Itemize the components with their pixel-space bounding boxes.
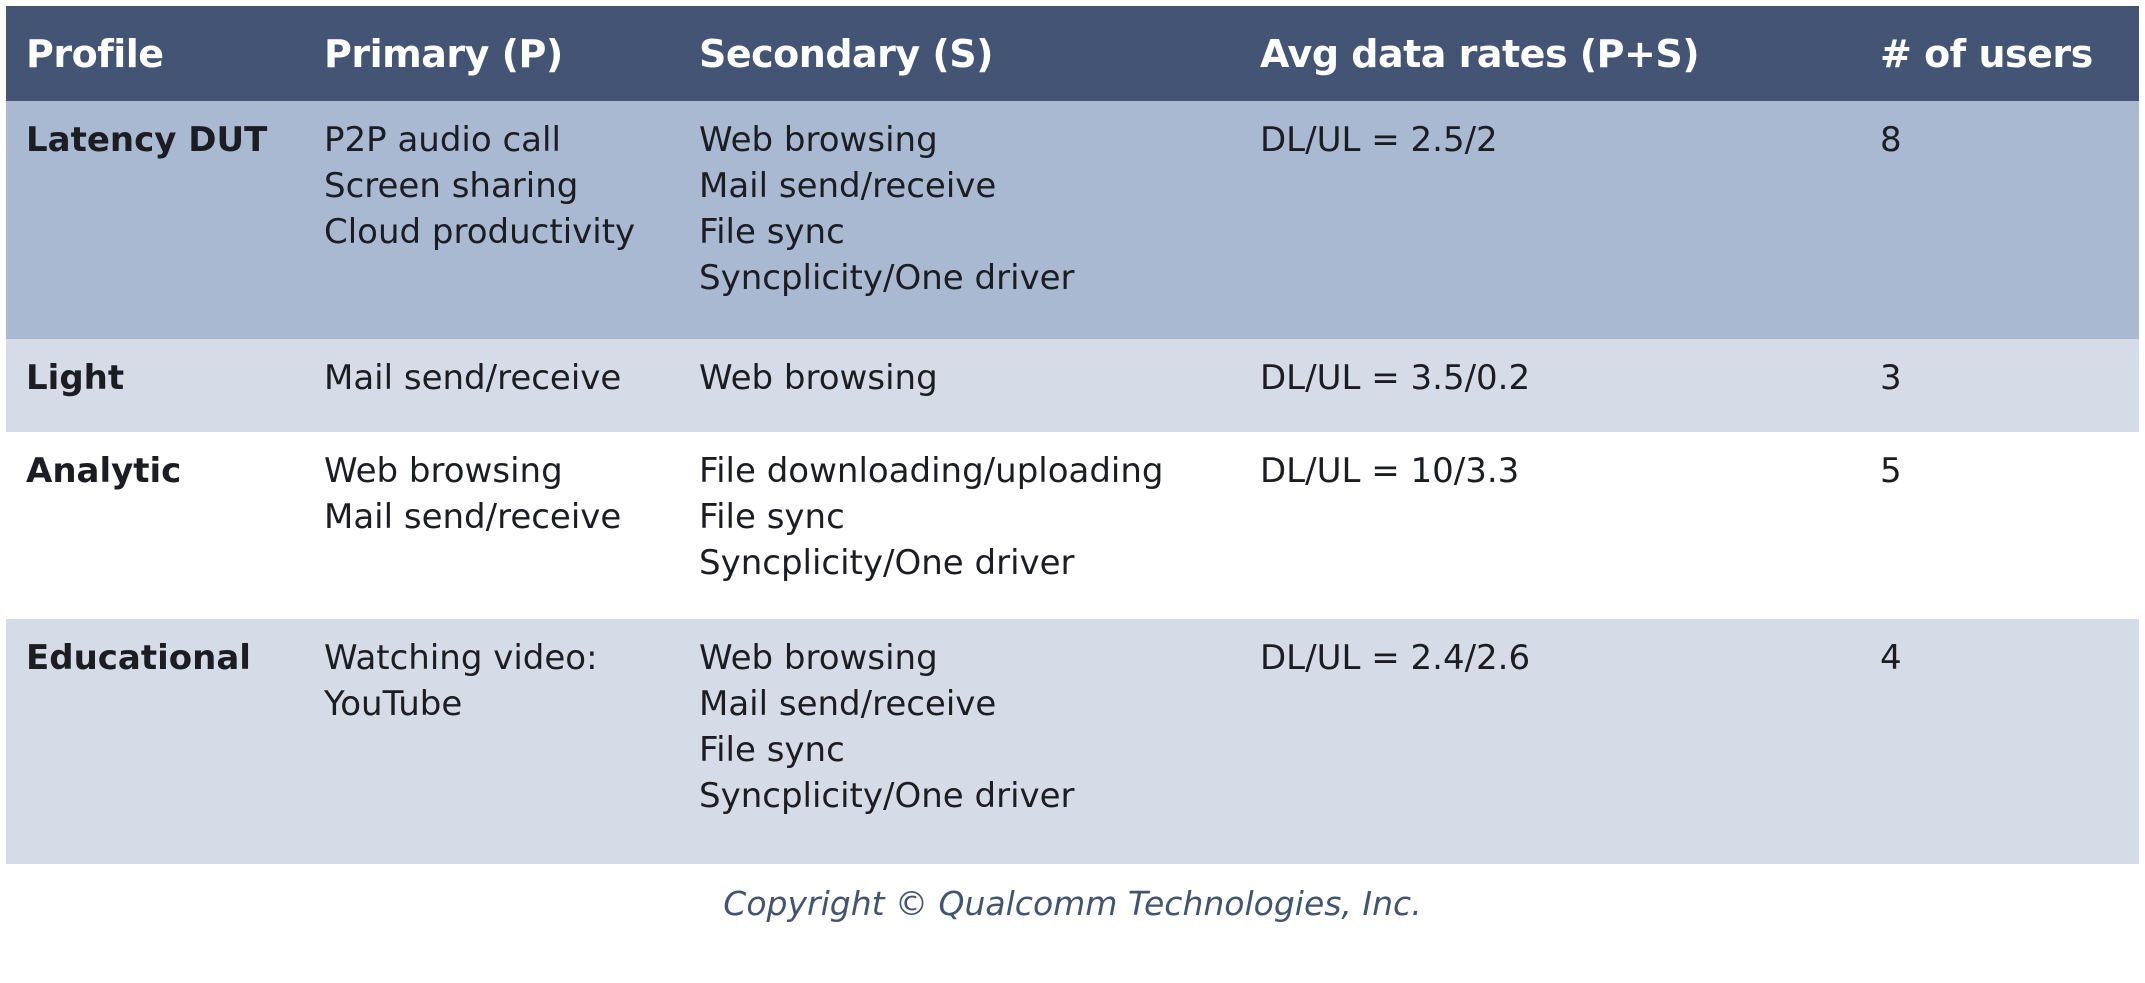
users-count-cell: 4 <box>1880 638 1902 678</box>
primary-item: Web browsing <box>324 451 563 491</box>
primary-item: Mail send/receive <box>324 497 622 537</box>
secondary-item: Mail send/receive <box>699 684 997 724</box>
profile-cell: Analytic <box>26 451 182 491</box>
primary-item: P2P audio call <box>324 120 561 160</box>
secondary-item: Web browsing <box>699 638 938 678</box>
secondary-item: Syncplicity/One driver <box>699 543 1075 583</box>
profile-cell: Educational <box>26 638 251 678</box>
avg-data-rate-cell: DL/UL = 3.5/0.2 <box>1260 358 1531 398</box>
table-row: Latency DUT P2P audio call Screen sharing C… <box>6 101 2139 339</box>
header-avg-data-rates: Avg data rates (P+S) <box>1260 31 1700 76</box>
users-count-cell: 5 <box>1880 451 1902 491</box>
header-profile: Profile <box>26 31 164 76</box>
primary-item: Mail send/receive <box>324 358 622 398</box>
profile-cell: Light <box>26 358 125 398</box>
secondary-item: File sync <box>699 497 845 537</box>
user-profiles-table: Profile Primary (P) Secondary (S) Avg da… <box>6 6 2139 864</box>
table-row: Educational Watching video: YouTube Web bro… <box>6 619 2139 864</box>
table-header-row: Profile Primary (P) Secondary (S) Avg da… <box>6 6 2139 101</box>
table-row: Light Mail send/receive Web browsing DL/UL … <box>6 339 2139 432</box>
profiles-table-container: Profile Primary (P) Secondary (S) Avg da… <box>6 6 2139 864</box>
primary-cell: Mail send/receive <box>304 339 679 432</box>
primary-cell: P2P audio call Screen sharing Cloud produc… <box>304 101 679 339</box>
secondary-item: Web browsing <box>699 120 938 160</box>
avg-data-rate-cell: DL/UL = 2.5/2 <box>1260 120 1498 160</box>
primary-cell: Web browsing Mail send/receive <box>304 432 679 619</box>
users-count-cell: 8 <box>1880 120 1902 160</box>
secondary-item: File sync <box>699 730 845 770</box>
secondary-cell: File downloading/uploading File sync Syncp… <box>679 432 1240 619</box>
header-primary: Primary (P) <box>324 31 563 76</box>
secondary-item: Syncplicity/One driver <box>699 258 1075 298</box>
avg-data-rate-cell: DL/UL = 10/3.3 <box>1260 451 1520 491</box>
header-secondary: Secondary (S) <box>699 31 994 76</box>
secondary-item: Syncplicity/One driver <box>699 776 1075 816</box>
secondary-item: File downloading/uploading <box>699 451 1164 491</box>
secondary-cell: Web browsing Mail send/receive File sync Sy… <box>679 619 1240 864</box>
header-number-of-users: # of users <box>1880 31 2093 76</box>
primary-item: Screen sharing <box>324 166 579 206</box>
primary-item: YouTube <box>324 684 463 724</box>
secondary-cell: Web browsing Mail send/receive File sync Sy… <box>679 101 1240 339</box>
primary-cell: Watching video: YouTube <box>304 619 679 864</box>
secondary-item: Mail send/receive <box>699 166 997 206</box>
secondary-item: File sync <box>699 212 845 252</box>
secondary-cell: Web browsing <box>679 339 1240 432</box>
profile-cell: Latency DUT <box>26 120 268 160</box>
table-row: Analytic Web browsing Mail send/receive Fil… <box>6 432 2139 619</box>
users-count-cell: 3 <box>1880 358 1902 398</box>
avg-data-rate-cell: DL/UL = 2.4/2.6 <box>1260 638 1531 678</box>
secondary-item: Web browsing <box>699 358 938 398</box>
primary-item: Watching video: <box>324 638 598 678</box>
primary-item: Cloud productivity <box>324 212 636 252</box>
copyright-notice: Copyright © Qualcomm Technologies, Inc. <box>723 884 1422 923</box>
